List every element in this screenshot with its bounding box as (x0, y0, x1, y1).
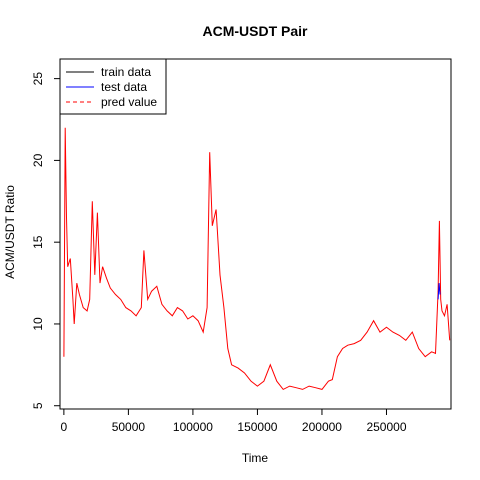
x-tick-label: 100000 (173, 420, 213, 434)
y-tick-label: 15 (31, 235, 45, 249)
y-axis: 5 10 15 20 25 (31, 72, 60, 409)
legend-label-pred-value: pred value (101, 95, 157, 109)
x-axis-label: Time (242, 451, 269, 465)
x-tick-label: 250000 (366, 420, 406, 434)
chart-title: ACM-USDT Pair (202, 23, 308, 39)
y-tick-label: 5 (31, 402, 45, 409)
y-tick-label: 10 (31, 317, 45, 331)
plot-area (63, 127, 451, 391)
x-axis: 0 50000 100000 150000 200000 250000 (61, 409, 407, 434)
x-tick-label: 0 (61, 420, 68, 434)
y-tick-label: 20 (31, 153, 45, 167)
y-axis-label: ACM/USDT Ratio (3, 185, 17, 279)
legend-label-train-data: train data (101, 65, 151, 79)
legend: train data test data pred value (59, 58, 167, 115)
y-tick-label: 25 (31, 72, 45, 86)
x-tick-label: 50000 (112, 420, 146, 434)
series-line-pred-value (63, 127, 451, 391)
legend-label-test-data: test data (101, 80, 147, 94)
x-tick-label: 200000 (302, 420, 342, 434)
plot-frame (59, 58, 452, 410)
x-tick-label: 150000 (237, 420, 277, 434)
series-line-test-data (437, 283, 441, 300)
